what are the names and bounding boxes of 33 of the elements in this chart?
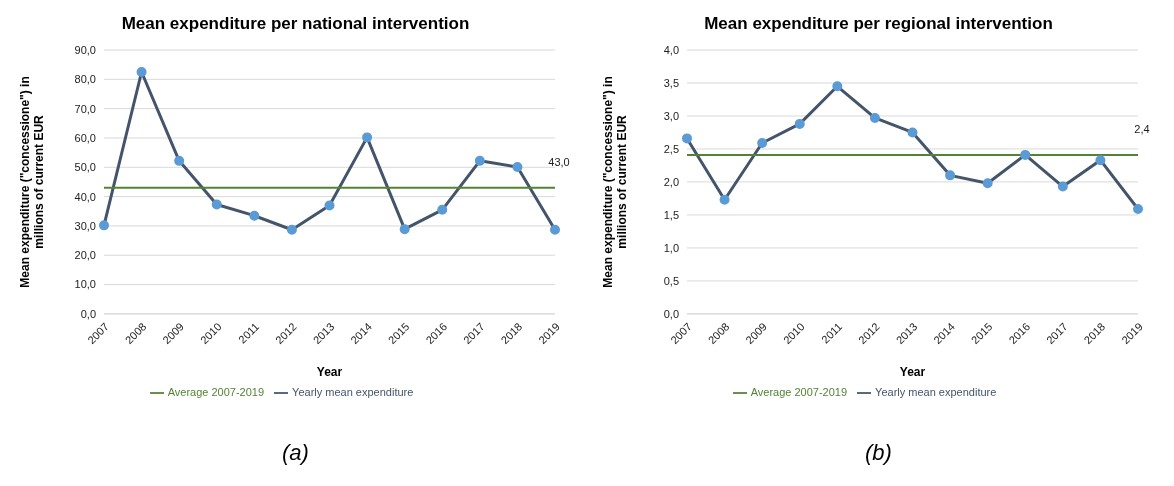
y-tick-label: 0,0 (663, 307, 679, 320)
text: (a) (281, 440, 310, 466)
x-axis-title: Year (316, 364, 343, 379)
y-tick-label: 20,0 (74, 249, 96, 262)
data-label: 43,0 (548, 155, 570, 168)
y-tick-label: 90,0 (74, 43, 96, 56)
y-tick-label: 70,0 (74, 102, 96, 115)
y-tick-label: 4,0 (663, 43, 679, 56)
y-tick-label: 2,5 (663, 142, 679, 155)
x-axis-title: Year (899, 364, 926, 379)
legend-label: Yearly mean expenditure (292, 385, 414, 398)
y-tick-label: 3,5 (663, 76, 679, 89)
y-tick-label: 80,0 (74, 73, 96, 86)
y-tick-label: 50,0 (74, 161, 96, 174)
y-tick-label: 0,0 (80, 307, 96, 320)
y-tick-label: 1,5 (663, 208, 679, 221)
text: (b) (864, 440, 893, 466)
y-tick-label: 0,5 (663, 274, 679, 287)
y-tick-label: 30,0 (74, 219, 96, 232)
chart-title: Mean expenditure per regional intervention (703, 14, 1054, 35)
y-axis-title: Mean expenditure ("concessione") in millions of current EUR (601, 76, 629, 288)
y-tick-label: 60,0 (74, 131, 96, 144)
legend-label: Yearly mean expenditure (875, 385, 997, 398)
y-tick-label: 10,0 (74, 278, 96, 291)
y-tick-label: 1,0 (663, 241, 679, 254)
legend-label: Average 2007-2019 (750, 385, 848, 398)
y-tick-label: 40,0 (74, 190, 96, 203)
y-axis-title: Mean expenditure ("concessione") in millions of current EUR (18, 76, 46, 288)
chart-title: Mean expenditure per national intervention (120, 14, 471, 35)
data-label: 2,4 (1134, 122, 1150, 135)
y-tick-label: 2,0 (663, 175, 679, 188)
legend-label: Average 2007-2019 (167, 385, 265, 398)
y-tick-label: 3,0 (663, 109, 679, 122)
